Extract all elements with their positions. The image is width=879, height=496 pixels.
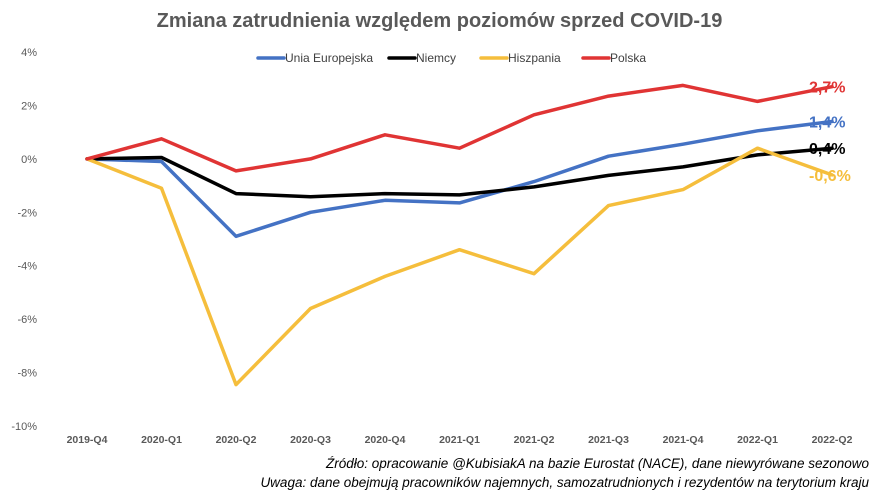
x-tick-label: 2020-Q1 (141, 434, 182, 446)
legend-label: Polska (610, 51, 646, 65)
y-tick-label: -4% (17, 261, 37, 273)
legend: Unia Europejska Niemcy Hiszpania Polska (256, 51, 646, 65)
legend-label: Niemcy (416, 51, 456, 65)
series-line-niemcy (85, 146, 834, 199)
x-tick-label: 2021-Q4 (663, 434, 704, 446)
series-line-hiszpania (85, 146, 834, 387)
y-tick-label: 0% (21, 154, 37, 166)
y-tick-label: -8% (17, 368, 37, 380)
x-tick-label: 2022-Q1 (737, 434, 778, 446)
source-note: Źródło: opracowanie @KubisiakA na bazie … (326, 456, 869, 471)
series-lines (85, 83, 834, 387)
x-tick-label: 2020-Q4 (365, 434, 406, 446)
series-line-unia-europejska (85, 119, 834, 239)
x-tick-label: 2021-Q1 (439, 434, 480, 446)
series-line-polska (85, 83, 834, 173)
legend-label: Unia Europejska (285, 51, 373, 65)
x-tick-label: 2020-Q2 (216, 434, 257, 446)
x-tick-label: 2020-Q3 (290, 434, 331, 446)
end-value-label: 1,4% (809, 114, 845, 131)
y-tick-label: 2% (21, 100, 37, 112)
x-tick-label: 2021-Q2 (514, 434, 555, 446)
end-value-label: 0,4% (809, 141, 845, 158)
legend-label: Hiszpania (508, 51, 561, 65)
y-tick-label: 4% (21, 47, 37, 59)
y-axis: 4% 2% 0% -2% -4% -6% -8% -10% (11, 47, 37, 433)
chart-title: Zmiana zatrudnienia względem poziomów sp… (156, 10, 723, 32)
y-tick-label: -6% (17, 314, 37, 326)
x-tick-label: 2021-Q3 (588, 434, 629, 446)
end-value-label: 2,7% (809, 80, 845, 97)
remark-note: Uwaga: dane obejmują pracowników najemny… (260, 475, 869, 490)
y-tick-label: -10% (11, 421, 37, 433)
x-axis: 2019-Q4 2020-Q1 2020-Q2 2020-Q3 2020-Q4 2021-… (67, 434, 853, 446)
y-tick-label: -2% (17, 207, 37, 219)
x-tick-label: 2022-Q2 (812, 434, 853, 446)
end-value-label: -0,6% (809, 168, 851, 185)
end-labels: 2,7% 1,4% 0,4% -0,6% (809, 80, 851, 185)
x-tick-label: 2019-Q4 (67, 434, 108, 446)
